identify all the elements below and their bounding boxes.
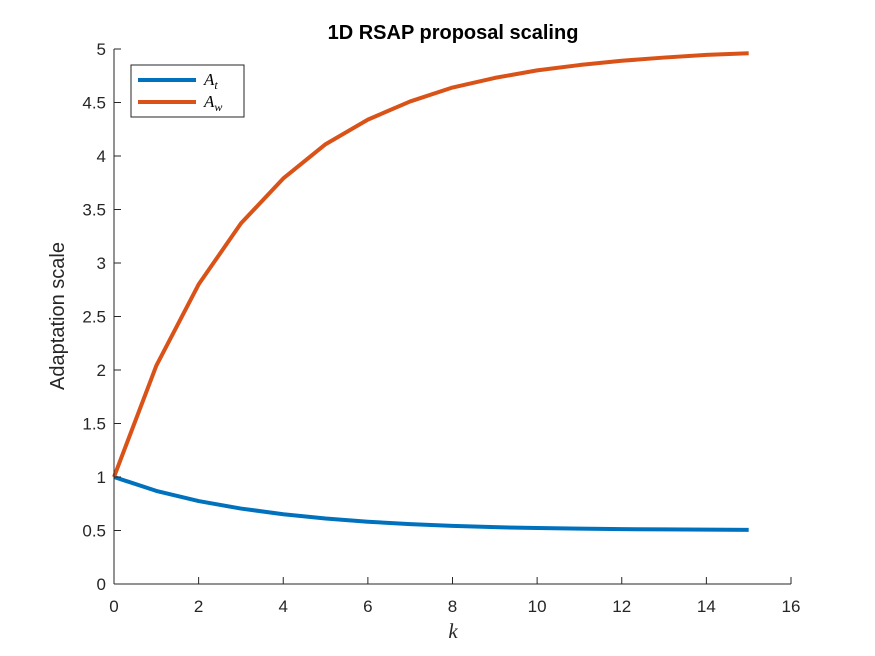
x-tick-label: 10 [528,597,547,616]
y-tick-label: 4.5 [82,94,106,113]
series-line-2 [112,51,749,478]
x-axis-label: k [448,619,458,643]
y-tick-label: 0.5 [82,522,106,541]
series-layer [112,51,749,532]
x-tick-label: 0 [109,597,118,616]
y-tick-label: 2 [97,361,106,380]
y-tick-label: 3 [97,254,106,273]
y-tick-label: 0 [97,575,106,594]
y-ticks: 0 0.5 1 1.5 2 2.5 3 3.5 4 4.5 5 [82,40,121,594]
y-tick-label: 4 [97,147,106,166]
y-tick-label: 1 [97,468,106,487]
legend: At Aw [130,64,245,118]
x-tick-label: 4 [279,597,288,616]
x-tick-label: 14 [697,597,716,616]
plot-area [114,49,791,584]
legend-box [130,64,245,118]
x-tick-label: 8 [448,597,457,616]
x-tick-label: 12 [612,597,631,616]
y-tick-label: 5 [97,40,106,59]
y-tick-label: 3.5 [82,201,106,220]
legend-label-series-1: At [203,70,218,92]
chart-title: 1D RSAP proposal scaling [328,22,579,44]
x-ticks: 0 2 4 6 8 10 12 14 16 [109,577,800,616]
x-tick-label: 16 [782,597,801,616]
legend-label-series-2: Aw [203,92,222,114]
y-tick-label: 1.5 [82,415,106,434]
y-axis-label: Adaptation scale [47,242,69,390]
series-line-1 [113,475,749,532]
y-tick-label: 2.5 [82,308,106,327]
x-tick-label: 6 [363,597,372,616]
x-tick-label: 2 [194,597,203,616]
